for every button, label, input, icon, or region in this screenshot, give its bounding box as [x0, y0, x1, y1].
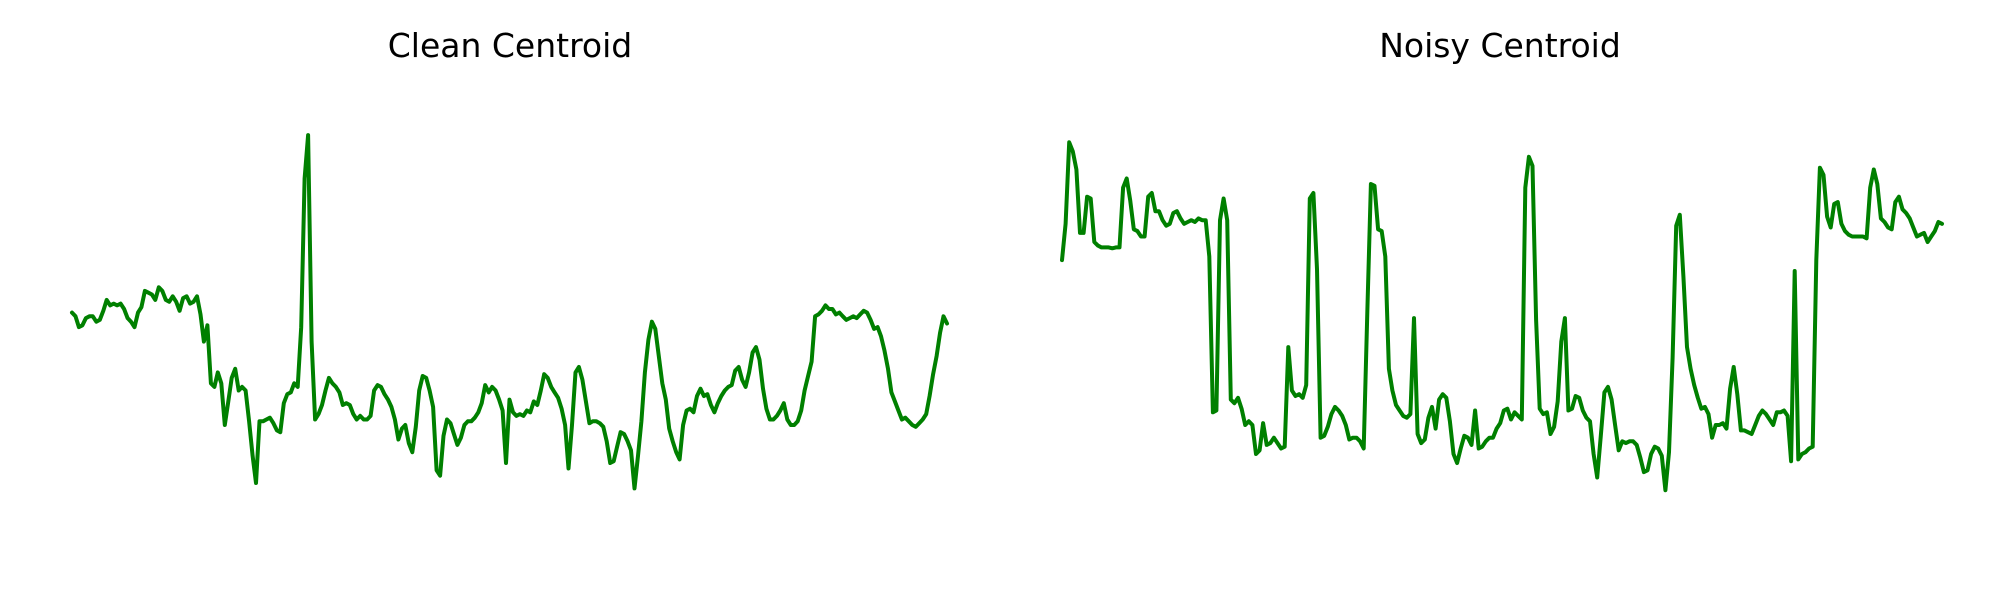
chart-title: Noisy Centroid — [1379, 26, 1621, 65]
chart-panel-noisy: Noisy Centroid — [1060, 26, 1944, 493]
series-layer — [1060, 140, 1944, 493]
chart-title: Clean Centroid — [388, 26, 633, 65]
chart-panel-clean: Clean Centroid — [70, 26, 949, 491]
series-line — [70, 133, 949, 491]
series-layer — [70, 133, 949, 491]
series-line — [1060, 140, 1944, 493]
